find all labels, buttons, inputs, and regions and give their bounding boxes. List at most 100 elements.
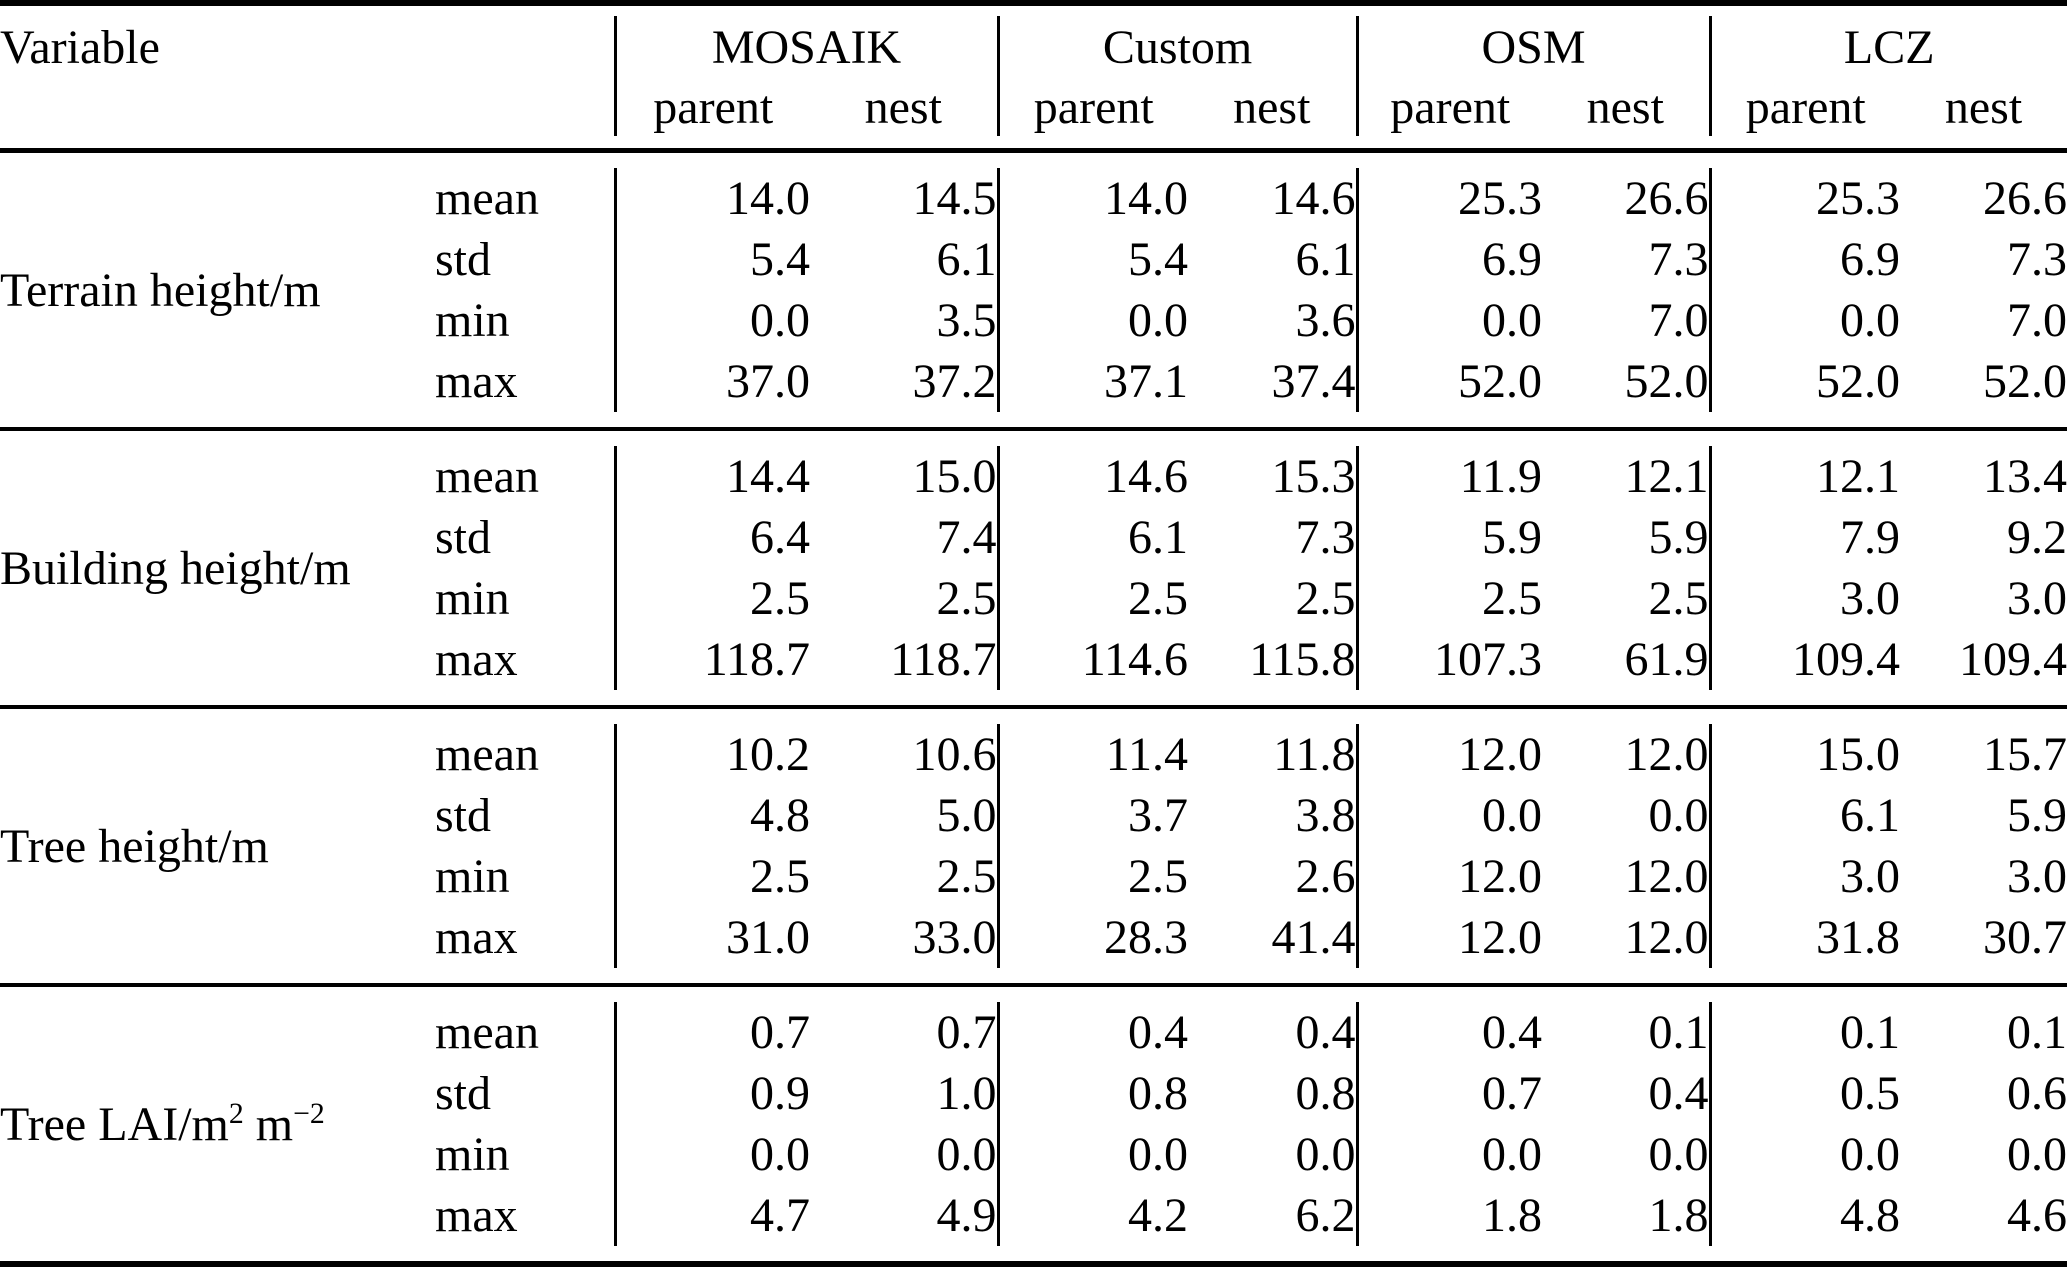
stat-label: min [435,850,510,903]
table-row: std 5.4 6.1 5.4 6.1 6.9 7.3 6.9 7.3 [0,229,2067,290]
value-cell: 9.2 [2007,511,2067,564]
value-cell: 0.0 [2007,1128,2067,1181]
group-header-custom: Custom [996,16,1357,78]
value-cell: 6.1 [1708,785,1900,846]
value-cell: 6.4 [613,507,810,568]
value-cell: 12.0 [1624,850,1709,903]
stat-label: max [435,1189,518,1242]
section-rule [0,983,2067,987]
value-cell: 2.5 [613,846,810,907]
stat-label: mean [435,172,539,225]
value-cell: 7.0 [2007,294,2067,347]
value-cell: 0.0 [1648,789,1709,842]
value-cell: 12.0 [1355,846,1542,907]
value-cell: 25.3 [1355,168,1542,229]
value-cell: 15.3 [1271,450,1356,503]
value-cell: 0.0 [1295,1128,1356,1181]
value-cell: 7.3 [1295,511,1356,564]
value-cell: 14.0 [613,168,810,229]
value-cell: 0.9 [613,1063,810,1124]
variable-text: Terrain height/m [0,263,321,317]
value-cell: 4.6 [2007,1189,2067,1242]
variable-label: Building height/m [0,446,435,690]
value-cell: 15.0 [912,450,997,503]
value-cell: 31.8 [1708,907,1900,968]
value-cell: 41.4 [1271,911,1356,964]
spacer [0,153,2067,168]
table-row: min 0.0 0.0 0.0 0.0 0.0 0.0 0.0 0.0 [0,1124,2067,1185]
section-rule [0,427,2067,431]
subheader-custom-parent: parent [996,78,1188,136]
variable-text: Tree LAI/m [0,1097,229,1151]
stat-label: max [435,633,518,686]
value-cell: 1.8 [1355,1185,1542,1246]
value-cell: 0.0 [1708,1124,1900,1185]
value-cell: 109.4 [1959,633,2067,686]
value-cell: 0.7 [1355,1063,1542,1124]
value-cell: 0.1 [1708,1002,1900,1063]
value-cell: 2.5 [996,568,1188,629]
value-cell: 52.0 [1355,351,1542,412]
value-cell: 26.6 [1624,172,1709,225]
value-cell: 15.0 [1708,724,1900,785]
value-cell: 6.1 [1295,233,1356,286]
table-row: min 2.5 2.5 2.5 2.6 12.0 12.0 3.0 3.0 [0,846,2067,907]
value-cell: 0.7 [613,1002,810,1063]
value-cell: 6.9 [1708,229,1900,290]
variable-label: Tree LAI/m2 m−2 [0,1002,435,1246]
value-cell: 7.0 [1648,294,1709,347]
value-cell: 0.0 [613,1124,810,1185]
value-cell: 3.0 [2007,850,2067,903]
value-cell: 0.0 [613,290,810,351]
value-cell: 30.7 [1983,911,2067,964]
table-section-0: Terrain height/m mean 14.0 14.5 14.0 14.6 25.3… [0,153,2067,427]
value-cell: 2.5 [613,568,810,629]
value-cell: 109.4 [1708,629,1900,690]
value-cell: 25.3 [1708,168,1900,229]
value-cell: 0.0 [996,290,1188,351]
variable-column-header: Variable [0,20,160,74]
value-cell: 2.5 [936,572,997,625]
value-cell: 2.5 [1355,568,1542,629]
value-cell: 3.8 [1295,789,1356,842]
value-cell: 10.6 [912,728,997,781]
value-cell: 14.4 [613,446,810,507]
subheader-mosaik-parent: parent [613,78,810,136]
value-cell: 12.0 [1355,724,1542,785]
stat-label: min [435,294,510,347]
value-cell: 37.0 [613,351,810,412]
value-cell: 3.0 [1708,568,1900,629]
section-rule-group [0,705,2067,709]
value-cell: 0.4 [1355,1002,1542,1063]
value-cell: 2.6 [1295,850,1356,903]
value-cell: 52.0 [1983,355,2067,408]
superscript: −2 [293,1096,325,1130]
subheader-custom-nest: nest [1233,80,1311,134]
value-cell: 37.4 [1271,355,1356,408]
value-cell: 0.0 [936,1128,997,1181]
value-cell: 4.8 [1708,1185,1900,1246]
spacer [0,690,2067,705]
stat-label: max [435,911,518,964]
value-cell: 4.8 [613,785,810,846]
table-row: Terrain height/m mean 14.0 14.5 14.0 14.6 25.3… [0,168,2067,317]
value-cell: 5.9 [1648,511,1709,564]
value-cell: 3.0 [2007,572,2067,625]
value-cell: 52.0 [1708,351,1900,412]
value-cell: 0.8 [1295,1067,1356,1120]
table-header: Variable MOSAIK Custom OSM LCZ parent ne… [0,0,2067,153]
value-cell: 118.7 [613,629,810,690]
value-cell: 1.8 [1648,1189,1709,1242]
variable-text: Tree height/m [0,819,269,873]
spacer [0,1246,2067,1261]
subcolumn-header-row: parent nest parent nest parent nest pare… [0,78,2067,136]
value-cell: 2.5 [1295,572,1356,625]
stat-label: max [435,355,518,408]
value-cell: 33.0 [912,911,997,964]
value-cell: 4.2 [996,1185,1188,1246]
value-cell: 0.7 [936,1006,997,1059]
value-cell: 2.5 [936,850,997,903]
table-section-1: Building height/m mean 14.4 15.0 14.6 15.3 11.… [0,431,2067,705]
subheader-lcz-parent: parent [1708,78,1900,136]
